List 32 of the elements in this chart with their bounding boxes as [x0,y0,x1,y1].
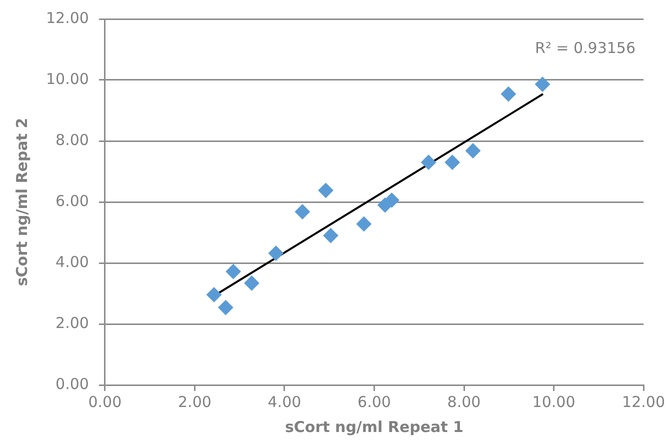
y-tick-label: 8.00 [56,130,89,149]
y-axis-title: sCort ng/ml Repat 2 [12,118,31,286]
x-tick-label: 0.00 [88,392,122,411]
point [318,182,334,198]
point [218,300,234,316]
point [206,287,222,302]
point [465,143,480,158]
x-tick-label: 6.00 [358,392,391,411]
y-tick-label: 6.00 [56,192,89,210]
point [421,154,436,170]
y-tick-label: 10.00 [46,70,89,88]
point [244,276,260,291]
point [500,86,516,102]
point [535,76,550,92]
y-tick-label: 12.00 [46,8,89,27]
point [444,154,460,170]
x-tick-label: 4.00 [268,392,302,411]
x-tick-label: 8.00 [447,392,481,411]
x-axis-title: sCort ng/ml Repeat 1 [284,418,464,436]
point [268,246,284,261]
point [294,204,310,220]
y-tick-label: 0.00 [56,374,89,393]
point [323,228,338,244]
point [226,264,241,280]
point [384,192,400,208]
x-tick-label: 10.00 [532,392,576,411]
annotation: R² = 0.93156 [534,38,636,57]
point [356,216,372,232]
y-tick-label: 2.00 [56,314,89,332]
x-tick-label: 12.00 [622,392,666,411]
x-tick-label: 2.00 [178,392,212,411]
y-tick-label: 4.00 [56,252,89,271]
